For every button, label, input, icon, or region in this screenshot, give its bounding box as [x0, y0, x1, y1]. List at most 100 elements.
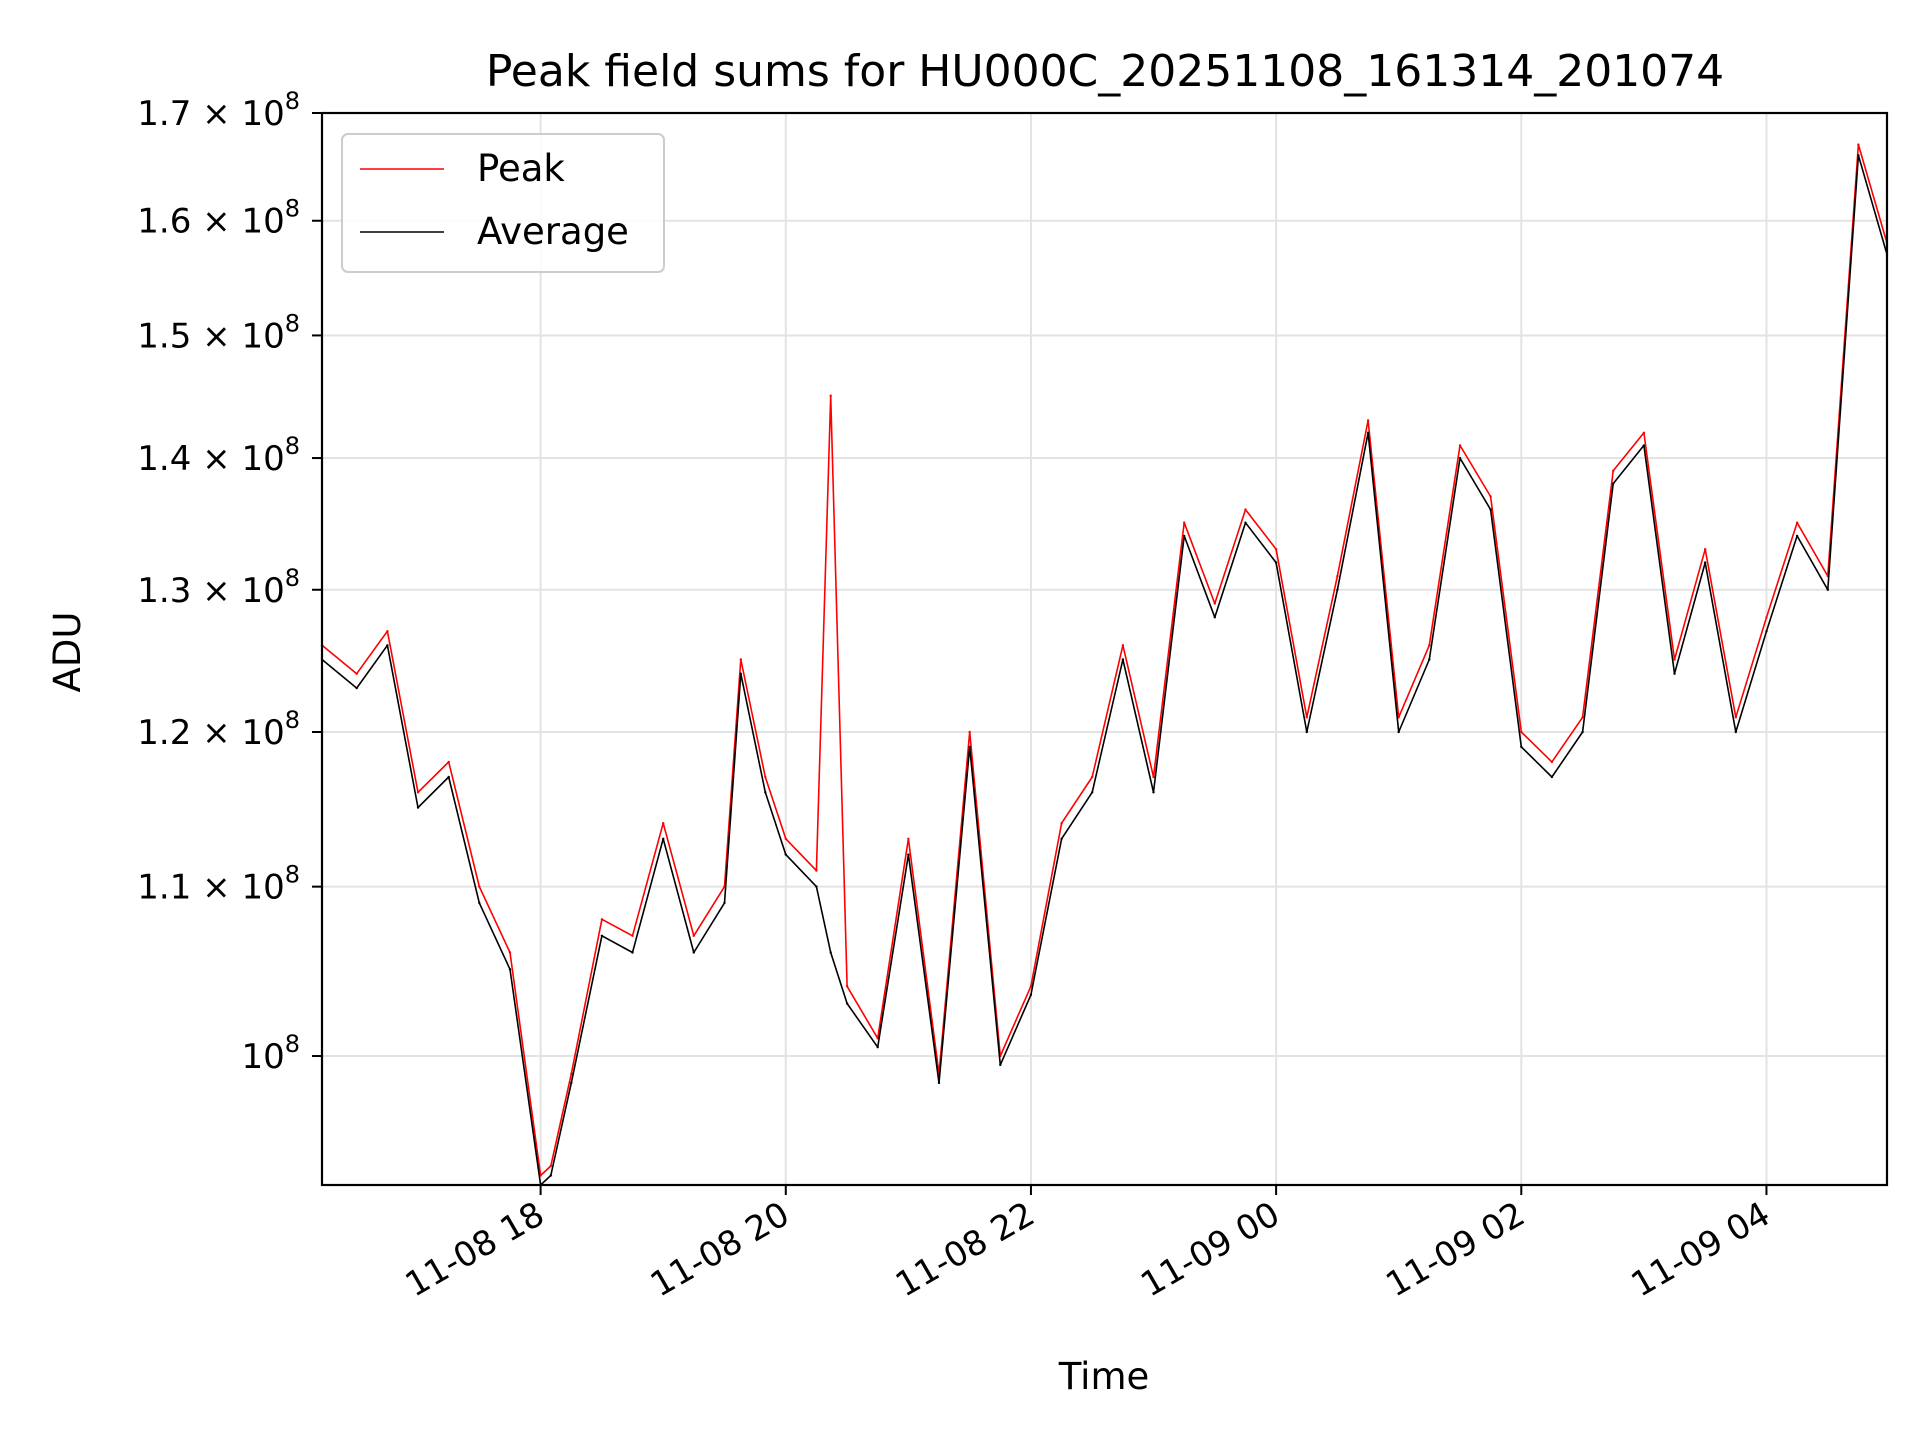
x-axis-label: Time	[1058, 1355, 1150, 1398]
data-point-average	[764, 791, 767, 794]
series-line-average	[321, 154, 1888, 1186]
data-point-peak	[764, 775, 767, 779]
data-point-peak	[1642, 431, 1646, 434]
data-point-peak	[600, 918, 604, 921]
data-point-average	[1612, 482, 1615, 485]
plot-frame	[320, 111, 1889, 1187]
y-tick-label: 1.4 × 108	[137, 432, 300, 479]
legend-label-average: Average	[477, 210, 629, 253]
data-point-peak	[570, 1072, 573, 1076]
plot-area	[320, 143, 1889, 1187]
x-tick-label: 11-09 04	[1625, 1194, 1777, 1305]
data-point-peak	[1428, 644, 1431, 647]
data-point-average	[968, 745, 971, 749]
data-point-average	[1213, 616, 1217, 619]
data-point-peak	[1520, 730, 1523, 734]
data-point-peak	[1183, 521, 1186, 524]
data-point-average	[1366, 431, 1370, 434]
data-point-average	[1704, 561, 1707, 564]
data-point-peak	[968, 730, 971, 734]
data-point-average	[1581, 730, 1584, 734]
data-point-peak	[1458, 444, 1462, 447]
data-point-average	[876, 1046, 879, 1049]
data-point-peak	[1581, 716, 1584, 719]
data-point-average	[1029, 993, 1033, 997]
data-point-average	[1826, 588, 1830, 591]
data-point-peak	[549, 1164, 552, 1168]
data-point-average	[662, 837, 665, 840]
data-point-peak	[739, 658, 742, 661]
data-point-peak	[1152, 775, 1155, 779]
data-point-peak	[1397, 716, 1400, 719]
data-point-peak	[631, 934, 634, 937]
data-point-average	[1550, 775, 1554, 779]
data-point-average	[631, 951, 634, 954]
data-point-peak	[1857, 143, 1860, 146]
data-point-average	[845, 1002, 849, 1005]
data-point-average	[1121, 658, 1125, 661]
data-point-average	[1274, 561, 1278, 564]
data-point-peak	[1489, 495, 1492, 498]
x-tick-label: 11-08 20	[644, 1194, 796, 1305]
data-point-peak	[1274, 548, 1278, 551]
data-point-average	[508, 968, 512, 971]
data-point-peak	[1244, 508, 1247, 511]
data-point-peak	[1213, 602, 1217, 605]
data-point-average	[1336, 588, 1339, 591]
y-tick-label: 1.1 × 108	[137, 861, 300, 908]
x-tick-label: 11-08 18	[399, 1194, 551, 1305]
x-tick-label: 11-09 00	[1134, 1194, 1286, 1305]
data-point-peak	[784, 837, 787, 840]
data-point-peak	[1305, 716, 1309, 719]
data-point-peak	[1366, 419, 1370, 422]
data-point-peak	[845, 985, 849, 988]
data-point-peak	[508, 951, 512, 954]
data-point-peak	[386, 630, 389, 633]
data-point-average	[1060, 837, 1063, 840]
data-point-peak	[355, 672, 358, 675]
data-point-average	[549, 1174, 552, 1177]
data-point-peak	[1734, 716, 1738, 719]
data-point-average	[1489, 508, 1492, 511]
chart-title: Peak field sums for HU000C_20251108_1613…	[486, 46, 1724, 97]
data-point-peak	[829, 394, 832, 397]
series-line-peak	[321, 143, 1888, 1177]
data-point-peak	[1550, 760, 1554, 764]
data-point-average	[600, 934, 604, 937]
data-point-peak	[416, 791, 420, 794]
data-point-peak	[447, 760, 450, 764]
data-point-average	[1520, 745, 1523, 749]
data-point-peak	[907, 837, 910, 840]
data-point-average	[829, 951, 832, 954]
data-point-average	[907, 853, 910, 856]
data-point-average	[1397, 730, 1400, 734]
data-point-average	[447, 775, 450, 779]
data-point-average	[1734, 730, 1738, 734]
y-tick-label: 108	[241, 1030, 300, 1077]
data-point-average	[386, 644, 389, 647]
data-point-average	[1152, 791, 1155, 794]
data-point-average	[1183, 534, 1186, 538]
data-point-average	[1857, 154, 1860, 157]
data-point-average	[723, 901, 726, 905]
data-point-average	[355, 686, 358, 690]
y-axis-label: ADU	[46, 612, 89, 693]
y-axis: 108 1.1 × 108 1.2 × 108 1.3 × 108 1.4 × 108 1…	[137, 87, 322, 1077]
data-point-average	[570, 1081, 573, 1085]
data-point-peak	[815, 869, 818, 872]
data-point-peak	[1795, 521, 1799, 524]
data-point-peak	[1612, 469, 1615, 472]
x-axis: 11-08 18 11-08 20 11-08 22 11-09 00 11-09 02…	[399, 1185, 1777, 1305]
x-tick-label: 11-08 22	[889, 1194, 1041, 1305]
data-point-peak	[1765, 616, 1768, 619]
data-point-peak	[692, 934, 695, 937]
data-point-peak	[1336, 574, 1339, 578]
y-tick-label: 1.2 × 108	[137, 706, 300, 753]
data-point-average	[1428, 658, 1431, 661]
data-point-peak	[1060, 822, 1063, 825]
data-point-average	[999, 1063, 1002, 1067]
data-point-average	[1795, 534, 1799, 538]
data-point-average	[784, 853, 787, 856]
legend: Peak Average	[341, 133, 665, 273]
